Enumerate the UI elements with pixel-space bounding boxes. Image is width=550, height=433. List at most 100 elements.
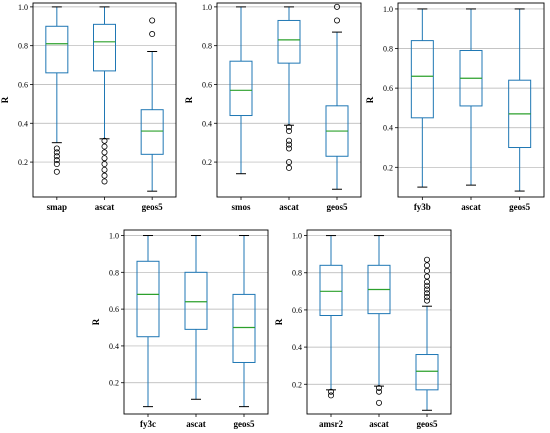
y-tick-label: 0.2 — [292, 380, 302, 389]
outlier-point — [375, 399, 382, 406]
box-amsr2 — [319, 235, 343, 399]
y-tick-label: 0.8 — [202, 42, 212, 51]
outlier-point — [375, 388, 382, 395]
x-tick-label: geos5 — [234, 419, 255, 429]
outlier-point — [53, 145, 60, 152]
iqr-box — [93, 23, 116, 72]
y-tick-label: 0.6 — [292, 306, 302, 315]
outlier-point — [101, 137, 108, 144]
y-tick-label: 0.6 — [202, 80, 212, 89]
y-tick-label: 0.4 — [202, 119, 212, 128]
axes-frame — [32, 2, 177, 198]
outlier-point — [423, 256, 430, 263]
y-axis-label: R — [365, 96, 375, 103]
outlier-point — [423, 286, 430, 293]
iqr-box — [415, 354, 439, 391]
x-tick-label: fy3b — [414, 202, 431, 212]
x-tick-label: ascat — [369, 419, 389, 429]
box-fy3c — [136, 235, 160, 408]
box-fy3b — [410, 8, 434, 188]
y-tick-label: 0.8 — [292, 269, 302, 278]
box-smap — [45, 6, 69, 175]
y-tick-label: 0.8 — [18, 42, 28, 51]
outlier-point — [53, 168, 60, 175]
boxplot-panel-4: 0.2 0.4 0.6 0.8 1.0 fy3c ascat geos5 R — [91, 229, 269, 429]
y-tick-label: 0.2 — [109, 379, 119, 388]
iqr-box — [184, 271, 208, 330]
axes-frame — [123, 229, 269, 415]
x-tick-label: smos — [231, 202, 250, 212]
outlier-point — [53, 149, 60, 156]
y-tick-label: 1.0 — [292, 232, 302, 241]
x-tick-label: ascat — [279, 202, 299, 212]
x-tick-label: smap — [47, 202, 68, 212]
y-axis-label: R — [91, 318, 101, 325]
outlier-point — [327, 392, 334, 399]
y-tick-label: 0.2 — [383, 163, 393, 172]
y-axis-label: R — [274, 318, 284, 325]
x-tick-label: geos5 — [142, 202, 163, 212]
outlier-point — [333, 3, 340, 10]
outlier-point — [423, 282, 430, 289]
outlier-point — [101, 161, 108, 168]
y-tick-label: 1.0 — [18, 3, 28, 12]
boxplot-panel-2: 0.2 0.4 0.6 0.8 1.0 smos ascat geos5 R — [184, 2, 362, 212]
y-axis-label: R — [0, 96, 10, 103]
outlier-point — [101, 166, 108, 173]
boxplot-panel-5: 0.2 0.4 0.6 0.8 1.0 amsr2 ascat geos5 R — [274, 229, 452, 429]
outlier-point — [101, 143, 108, 150]
y-tick-label: 0.4 — [383, 124, 393, 133]
x-tick-label: ascat — [95, 202, 115, 212]
box-ascat — [459, 8, 483, 186]
iqr-box — [136, 260, 160, 338]
outlier-point — [53, 153, 60, 160]
outlier-point — [375, 384, 382, 391]
y-tick-label: 0.2 — [18, 158, 28, 167]
outlier-point — [285, 137, 292, 144]
iqr-box — [45, 25, 69, 74]
outlier-point — [423, 293, 430, 300]
box-ascat — [367, 235, 391, 406]
iqr-box — [140, 109, 164, 155]
outlier-point — [333, 17, 340, 24]
y-tick-label: 0.8 — [383, 45, 393, 54]
axes-frame — [306, 229, 452, 415]
x-tick-label: ascat — [186, 419, 206, 429]
outlier-point — [53, 157, 60, 164]
box-ascat — [184, 235, 208, 400]
box-geos5 — [508, 8, 532, 192]
y-tick-label: 0.6 — [383, 84, 393, 93]
outlier-point — [423, 290, 430, 297]
x-tick-label: amsr2 — [319, 419, 343, 429]
x-tick-label: ascat — [461, 202, 481, 212]
y-axis-label: R — [184, 96, 194, 103]
box-smos — [229, 6, 253, 175]
outlier-point — [53, 161, 60, 168]
outlier-point — [285, 145, 292, 152]
y-tick-label: 0.4 — [292, 343, 302, 352]
y-tick-label: 0.4 — [18, 119, 28, 128]
outlier-point — [149, 31, 156, 38]
outlier-point — [327, 388, 334, 395]
boxplot-panel-1: 0.2 0.4 0.6 0.8 1.0 smap ascat geos5 R — [0, 2, 177, 212]
y-tick-label: 0.2 — [202, 158, 212, 167]
x-tick-label: geos5 — [417, 419, 438, 429]
outlier-point — [423, 273, 430, 280]
box-geos5 — [415, 256, 439, 411]
outlier-point — [101, 178, 108, 185]
iqr-box — [319, 264, 343, 316]
box-geos5 — [140, 17, 164, 192]
y-tick-label: 1.0 — [202, 3, 212, 12]
box-geos5 — [325, 3, 349, 190]
box-ascat — [277, 6, 301, 171]
y-tick-label: 0.6 — [18, 80, 28, 89]
outlier-point — [101, 155, 108, 162]
outlier-point — [423, 262, 430, 269]
y-tick-label: 0.8 — [109, 268, 119, 277]
iqr-box — [410, 40, 434, 119]
outlier-point — [423, 279, 430, 286]
outlier-point — [285, 124, 292, 131]
box-geos5 — [232, 235, 256, 408]
outlier-point — [285, 141, 292, 148]
outlier-point — [101, 149, 108, 156]
